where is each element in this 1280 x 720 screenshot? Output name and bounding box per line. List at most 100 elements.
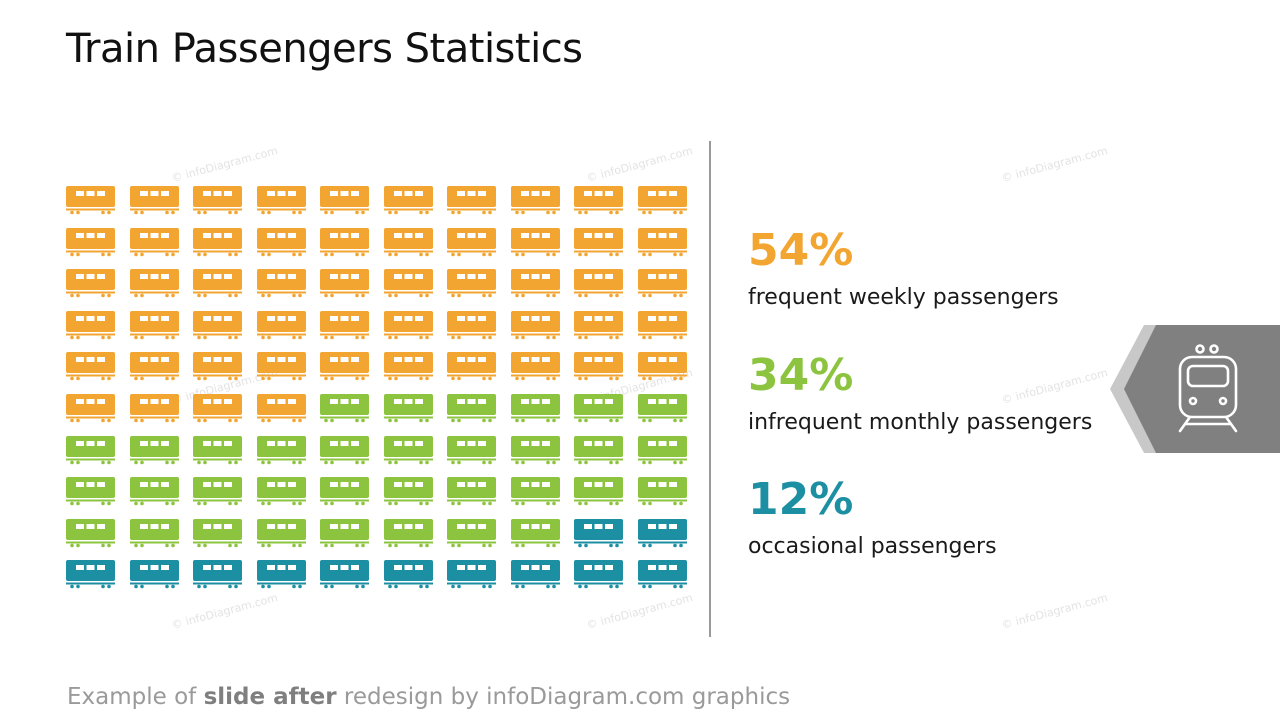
train-car-icon — [574, 477, 623, 506]
train-car-icon — [510, 477, 560, 506]
train-car-icon — [510, 394, 560, 423]
footer-prefix: Example of — [67, 684, 204, 710]
train-car-icon — [193, 435, 242, 465]
watermark: © infoDiagram.com — [1000, 144, 1110, 185]
train-car-icon — [320, 518, 369, 548]
train-car-icon — [574, 269, 623, 298]
train-car-icon — [510, 435, 560, 465]
train-car-icon — [574, 518, 623, 548]
train-car-icon — [383, 560, 433, 589]
train-car-icon — [510, 227, 560, 257]
train-car-icon — [383, 394, 433, 423]
train-car-icon — [447, 269, 496, 298]
train-car-icon — [637, 394, 687, 423]
train-car-icon — [447, 310, 496, 340]
train-car-icon — [574, 394, 623, 423]
watermark: © infoDiagram.com — [170, 591, 280, 632]
train-car-icon — [320, 435, 369, 465]
train-car-icon — [574, 310, 623, 340]
train-car-icon — [510, 560, 560, 589]
footer-caption: Example of slide after redesign by infoD… — [67, 684, 790, 710]
train-car-icon — [637, 269, 687, 298]
train-car-icon — [447, 518, 496, 548]
train-car-icon — [510, 310, 560, 340]
train-car-icon — [574, 560, 623, 589]
train-car-icon — [637, 227, 687, 257]
train-car-icon — [129, 560, 179, 589]
stat-label: frequent weekly passengers — [748, 285, 1059, 310]
train-car-icon — [510, 186, 560, 215]
stat-occasional: 12% occasional passengers — [748, 474, 997, 560]
stat-label: occasional passengers — [748, 534, 997, 559]
train-car-icon — [256, 186, 306, 215]
train-car-icon — [320, 352, 369, 381]
train-car-icon — [320, 477, 369, 506]
train-car-icon — [320, 227, 369, 257]
train-car-icon — [66, 394, 115, 423]
train-car-icon — [637, 560, 687, 589]
train-car-icon — [574, 186, 623, 215]
train-car-icon — [574, 227, 623, 257]
train-car-icon — [256, 394, 306, 423]
train-car-icon — [256, 435, 306, 465]
train-car-icon — [193, 560, 242, 589]
train-car-icon — [66, 186, 115, 215]
train-car-icon — [256, 352, 306, 381]
train-front-icon — [1178, 344, 1238, 433]
slide-title: Train Passengers Statistics — [66, 26, 583, 72]
train-car-icon — [129, 227, 179, 257]
train-car-icon — [574, 435, 623, 465]
train-car-icon — [129, 518, 179, 548]
train-car-icon — [383, 518, 433, 548]
train-car-icon — [66, 477, 115, 506]
watermark: © infoDiagram.com — [585, 591, 695, 632]
train-car-icon — [193, 186, 242, 215]
train-car-icon — [320, 269, 369, 298]
train-car-icon — [66, 560, 115, 589]
train-car-icon — [320, 186, 369, 215]
train-car-icon — [66, 269, 115, 298]
train-car-icon — [447, 435, 496, 465]
train-car-icon — [637, 518, 687, 548]
train-car-icon — [447, 477, 496, 506]
divider — [709, 141, 711, 637]
train-car-icon — [637, 310, 687, 340]
train-car-icon — [193, 310, 242, 340]
train-car-icon — [256, 477, 306, 506]
train-car-icon — [193, 227, 242, 257]
train-car-icon — [256, 560, 306, 589]
stat-label: infrequent monthly passengers — [748, 410, 1093, 435]
train-car-icon — [383, 352, 433, 381]
train-car-icon — [193, 269, 242, 298]
train-car-icon — [193, 477, 242, 506]
train-car-icon — [637, 352, 687, 381]
train-car-icon — [256, 518, 306, 548]
train-car-icon — [510, 352, 560, 381]
train-car-icon — [66, 310, 115, 340]
train-car-icon — [129, 352, 179, 381]
train-car-icon — [193, 518, 242, 548]
footer-bold: slide after — [203, 684, 337, 710]
stat-infrequent: 34% infrequent monthly passengers — [748, 354, 1093, 436]
train-car-icon — [256, 227, 306, 257]
train-car-icon — [383, 269, 433, 298]
train-car-icon — [129, 477, 179, 506]
train-car-icon — [66, 518, 115, 548]
train-car-icon — [510, 269, 560, 298]
train-badge — [1110, 325, 1280, 453]
train-car-icon — [129, 186, 179, 215]
watermark: © infoDiagram.com — [1000, 591, 1110, 632]
train-car-icon — [320, 310, 369, 340]
train-car-icon — [383, 435, 433, 465]
train-car-icon — [383, 477, 433, 506]
train-icon-grid — [66, 186, 687, 591]
train-car-icon — [637, 477, 687, 506]
watermark: © infoDiagram.com — [585, 144, 695, 185]
train-car-icon — [193, 394, 242, 423]
train-car-icon — [447, 352, 496, 381]
watermark: © infoDiagram.com — [170, 144, 280, 185]
train-car-icon — [637, 435, 687, 465]
stat-value: 12% — [748, 474, 854, 525]
stat-value: 54% — [748, 225, 854, 276]
train-car-icon — [320, 560, 369, 589]
